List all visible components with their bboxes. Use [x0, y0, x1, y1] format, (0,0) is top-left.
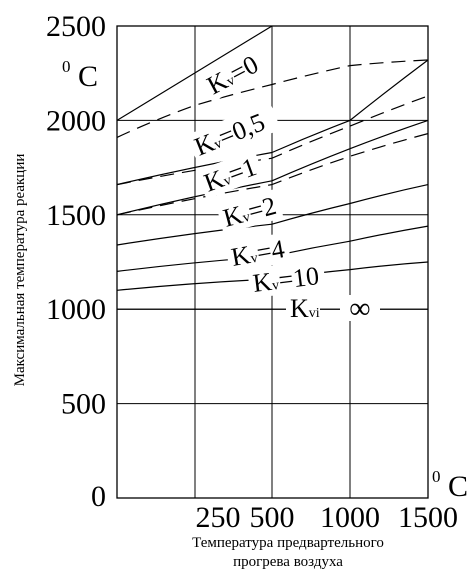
curve-label-subscript: v — [241, 210, 252, 226]
grid — [116, 25, 429, 499]
curve-label-subscript: v — [250, 251, 259, 267]
curve-label-background — [224, 232, 292, 273]
x-unit-superscript: 0 — [432, 467, 441, 486]
tick-labels: 500 1000 1500 2000 2500 0 250 500 1000 1500 — [46, 10, 458, 534]
curve-label-k: K — [251, 267, 273, 298]
y-tick-label: 1500 — [46, 199, 106, 232]
series-line-Kv0-solid — [116, 25, 273, 121]
y-tick-label: 2500 — [46, 10, 106, 43]
curve-label-background — [196, 149, 265, 200]
curve-label-background — [198, 46, 268, 103]
y-unit-label: 0 C — [62, 46, 98, 93]
x-unit-letter: C — [448, 470, 468, 503]
y-unit-superscript: 0 — [62, 57, 71, 76]
x-tick-label: 250 — [196, 501, 241, 534]
curve-label: Kv=0,5 — [190, 107, 269, 161]
x-tick-label: 1500 — [398, 501, 458, 534]
curve-label-value: =10 — [277, 261, 321, 295]
curve-label-subscript: vi — [309, 306, 320, 321]
x-unit-label: 0 C — [432, 456, 468, 503]
curve-label: Kv=10 — [251, 261, 320, 298]
y-tick-label: 2000 — [46, 104, 106, 137]
series-line-Kv1-solid — [116, 119, 429, 216]
curve-label: Kv=4 — [229, 234, 287, 272]
infinity-background — [340, 295, 380, 321]
curve-label-background — [215, 188, 284, 234]
y-axis-title: Максимальная температура реакции — [12, 154, 28, 387]
curve-label-background — [186, 101, 281, 164]
x-axis-title-line2: прогрева воздуха — [233, 554, 343, 570]
curve-label-subscript: v — [222, 173, 234, 189]
curve-label-subscript: v — [271, 278, 280, 294]
y-tick-label: 1000 — [46, 293, 106, 326]
curve-label: Kv=1 — [200, 152, 260, 198]
series-line-Kv2-solid — [116, 184, 429, 246]
series-line-Kv05-dashed — [116, 95, 429, 186]
curve-label-k: K — [290, 294, 309, 323]
curve-label-background — [247, 259, 327, 299]
y-tick-label: 0 — [91, 480, 106, 513]
series-line-Kv1-dashed — [116, 133, 429, 216]
curve-label-value: =0,5 — [214, 107, 269, 152]
x-tick-label: 1000 — [320, 501, 380, 534]
series-line-Kv0-dashed — [116, 59, 429, 138]
series-line-Kv4-solid — [116, 225, 429, 272]
x-tick-label: 500 — [250, 501, 295, 534]
infinity-symbol: ∞ — [349, 292, 370, 325]
series-line-Kv05-solid — [116, 59, 429, 186]
y-unit-letter: C — [78, 60, 98, 93]
curve-label-value: =4 — [254, 234, 286, 267]
x-axis-title-line1: Температура предвартельного — [192, 535, 384, 551]
series-group — [116, 25, 429, 310]
y-tick-label: 500 — [61, 388, 106, 421]
curve-label-k: K — [229, 240, 253, 272]
curve-label: Kvi — [290, 294, 320, 323]
curve-label-background — [286, 293, 320, 323]
